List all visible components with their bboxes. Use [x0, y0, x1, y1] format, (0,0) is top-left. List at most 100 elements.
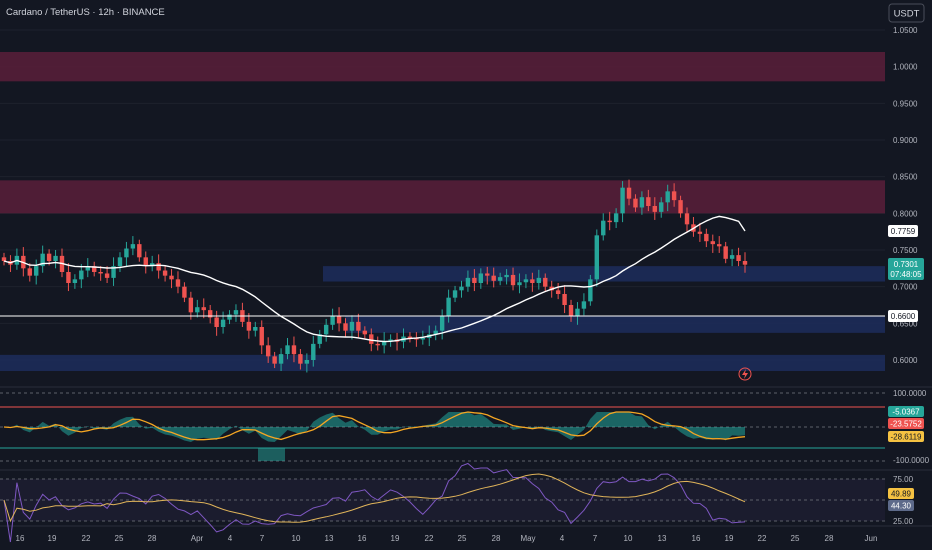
- time-tick-label: 22: [425, 534, 434, 543]
- candle-body: [214, 317, 219, 327]
- candle-body: [143, 257, 148, 267]
- rsi-badge-1-text: 49.89: [891, 490, 912, 499]
- time-tick-label: 22: [82, 534, 91, 543]
- price-zones: [0, 52, 885, 371]
- candle-body: [697, 231, 703, 234]
- candle-body: [362, 330, 368, 335]
- time-tick-label: 19: [48, 534, 57, 543]
- price-tick-label: 0.8500: [893, 173, 918, 182]
- candle-body: [388, 339, 393, 341]
- rsi-pane: [0, 462, 885, 543]
- time-tick-label: 22: [758, 534, 767, 543]
- last-price-badge: 0.7301 07:48:05: [888, 258, 924, 280]
- chart-title: Cardano / TetherUS · 12h · BINANCE: [6, 7, 165, 18]
- osc-signal-line: [3, 411, 746, 441]
- candle-body: [330, 316, 335, 325]
- candle-body: [407, 336, 413, 338]
- candle-body: [646, 197, 651, 206]
- time-axis[interactable]: 16 19 22 25 28 Apr 4 7 10 13 16 19 22 25 28 May 4 7 10 13 16…: [16, 534, 878, 543]
- candle-body: [349, 321, 355, 331]
- candle-body: [588, 279, 593, 302]
- demand-zone: [323, 266, 885, 282]
- candle-body: [485, 273, 490, 276]
- candle-body: [356, 321, 361, 331]
- candle-body: [304, 360, 310, 364]
- candle-body: [639, 197, 645, 208]
- time-tick-label: 7: [593, 534, 598, 543]
- candle-body: [278, 354, 284, 364]
- candle-body: [491, 275, 496, 281]
- candle-body: [162, 270, 168, 276]
- price-axis[interactable]: 1.0500 1.0000 0.9500 0.9000 0.8500 0.8000 0.75…: [893, 26, 918, 365]
- candle-body: [343, 323, 348, 331]
- candle-body: [220, 319, 226, 327]
- time-tick-label: 10: [292, 534, 301, 543]
- time-tick-label: 16: [16, 534, 25, 543]
- time-tick-label: Jun: [865, 534, 878, 543]
- candle-body: [678, 200, 683, 214]
- candle-body: [665, 191, 670, 203]
- candle-body: [117, 257, 123, 267]
- candle-body: [92, 266, 97, 272]
- candle-body: [27, 268, 32, 276]
- currency-button[interactable]: USDT: [888, 3, 925, 23]
- candle-body: [555, 290, 561, 294]
- candle-body: [478, 273, 484, 283]
- rsi-badge-2-text: 44.30: [891, 502, 912, 511]
- price-tick-label: 0.7000: [893, 283, 918, 292]
- time-tick-label: 16: [358, 534, 367, 543]
- candle-body: [272, 356, 277, 364]
- osc-badge-3-text: -28.6119: [891, 433, 923, 442]
- last-price-text: 0.7301: [894, 260, 919, 269]
- candle-body: [201, 307, 206, 311]
- candle-body: [207, 310, 213, 318]
- candle-body: [169, 275, 174, 280]
- rsi-top-label: 75.00: [893, 475, 914, 484]
- price-tick-label: 0.9500: [893, 99, 918, 108]
- candle-body: [124, 248, 129, 258]
- candle-body: [523, 279, 529, 283]
- candle-body: [510, 274, 516, 286]
- candle-body: [317, 334, 322, 344]
- candle-body: [195, 307, 200, 313]
- candle-body: [46, 253, 52, 261]
- candle-body: [259, 327, 264, 346]
- candle-body: [298, 354, 303, 364]
- candle-body: [34, 266, 39, 276]
- candle-body: [175, 279, 181, 287]
- osc-badge-2-text: -23.5752: [890, 420, 922, 429]
- time-tick-label: 25: [115, 534, 124, 543]
- price-tick-label: 0.7500: [893, 246, 918, 255]
- time-tick-label: May: [520, 534, 535, 543]
- time-tick-label: 19: [725, 534, 734, 543]
- candle-body: [601, 220, 606, 236]
- hline-badge-text: 0.6600: [891, 312, 916, 321]
- time-tick-label: 25: [458, 534, 467, 543]
- rsi-badge-1: 49.89: [888, 488, 914, 499]
- candle-body: [659, 202, 664, 212]
- candle-body: [594, 235, 599, 280]
- osc-top-label: 100.0000: [893, 389, 927, 398]
- candle-body: [79, 270, 84, 280]
- candle-body: [723, 246, 728, 259]
- lightning-icon[interactable]: [738, 367, 752, 381]
- time-tick-label: 13: [325, 534, 334, 543]
- candle-body: [575, 308, 580, 316]
- candle-body: [710, 241, 715, 245]
- time-tick-label: 28: [492, 534, 501, 543]
- candle-body: [188, 297, 194, 313]
- candle-body: [568, 305, 574, 316]
- candle-body: [150, 263, 155, 267]
- candle-body: [613, 213, 619, 223]
- osc-badge-2: -23.5752: [888, 418, 924, 429]
- candle-body: [156, 263, 161, 271]
- time-tick-label: 25: [791, 534, 800, 543]
- price-tick-label: 0.8000: [893, 209, 918, 218]
- candle-body: [253, 327, 258, 331]
- candle-body: [452, 290, 458, 298]
- candle-body: [626, 187, 632, 199]
- candle-body: [137, 244, 142, 258]
- candle-body: [369, 334, 374, 344]
- candle-body: [729, 255, 735, 259]
